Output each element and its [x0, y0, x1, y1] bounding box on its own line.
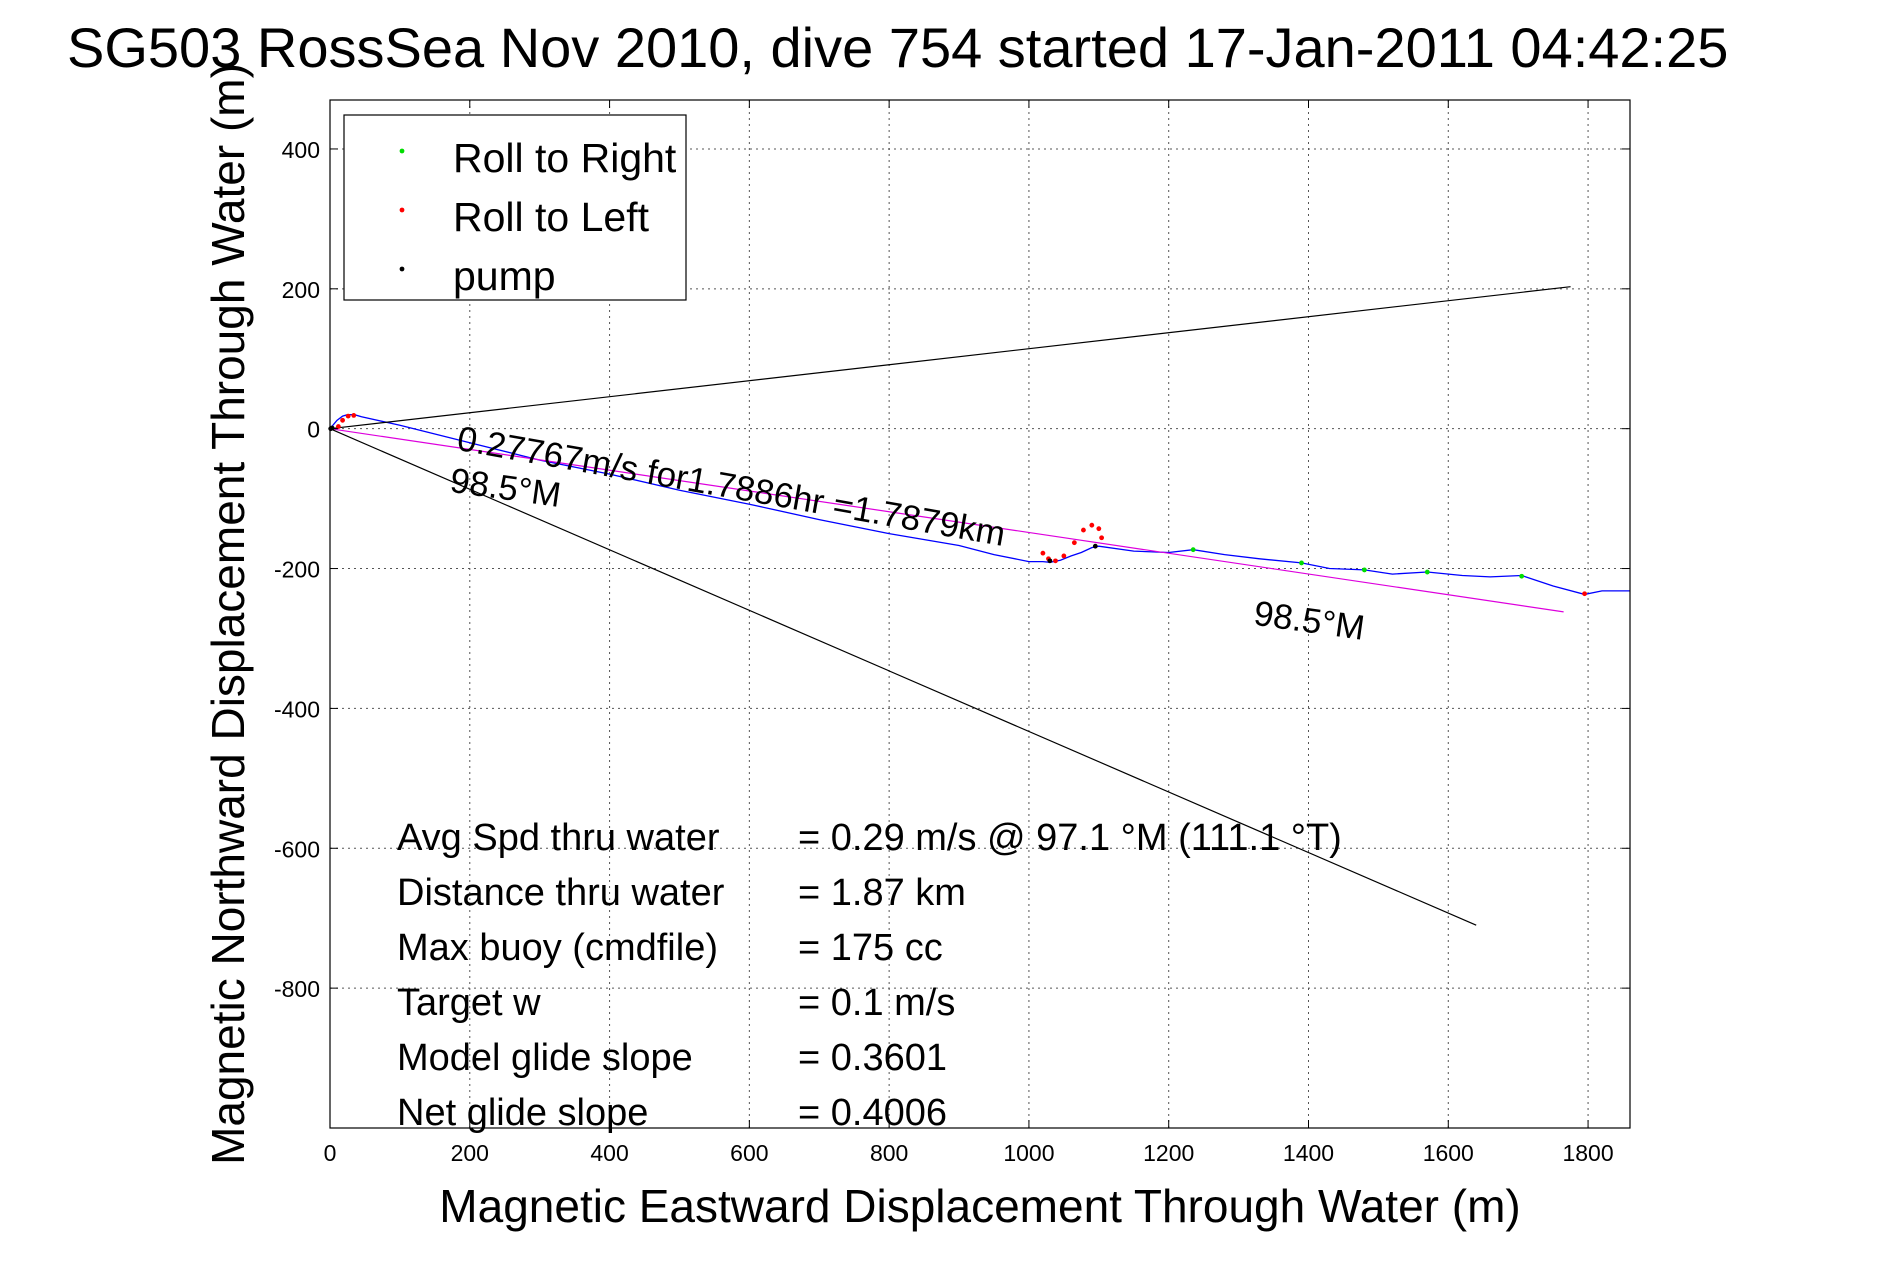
x-tick-label: 0 [324, 1140, 337, 1166]
stats-label: Net glide slope [397, 1092, 648, 1134]
point-roll-to-left [1099, 535, 1105, 541]
point-pump [1092, 543, 1098, 549]
point-roll-to-left [1053, 558, 1058, 564]
heading-line [329, 428, 1564, 613]
stats-table: Avg Spd thru water = 0.29 m/s @ 97.1 °M (… [397, 817, 1342, 1134]
point-roll-to-right [1299, 560, 1304, 566]
point-roll-to-left [335, 424, 341, 429]
legend-label: Roll to Left [453, 194, 650, 240]
y-tick-label: 200 [282, 277, 320, 303]
stats-label: Distance thru water [397, 872, 725, 914]
y-tick-label: 0 [307, 417, 320, 443]
point-roll-to-left [1089, 522, 1095, 528]
series-layer [328, 286, 1630, 926]
stats-value: = 175 cc [798, 927, 943, 969]
point-roll-to-left [351, 412, 357, 418]
y-tick-label: -400 [274, 696, 320, 722]
legend-marker [399, 266, 405, 272]
x-tick-label: 200 [451, 1140, 489, 1166]
y-axis-label: Magnetic Northward Displacement Through … [202, 63, 254, 1165]
x-tick-label: 600 [730, 1140, 768, 1166]
point-roll-to-left [1061, 553, 1067, 559]
point-roll-to-left [1096, 526, 1102, 532]
envelope-line [329, 286, 1571, 430]
y-tick-label: -800 [274, 976, 320, 1002]
point-roll-to-right [1362, 567, 1367, 573]
point-roll-to-right [1519, 573, 1525, 579]
track-line [329, 414, 1630, 596]
x-tick-label: 400 [590, 1140, 628, 1166]
x-tick-label: 1400 [1283, 1140, 1334, 1166]
x-axis-label: Magnetic Eastward Displacement Through W… [439, 1180, 1520, 1232]
stats-label: Target w [397, 982, 541, 1024]
stats-value: = 0.29 m/s @ 97.1 °M (111.1 °T) [798, 817, 1342, 859]
stats-label: Model glide slope [397, 1037, 693, 1079]
legend-marker [399, 148, 405, 154]
point-roll-to-left [1040, 550, 1046, 556]
point-roll-to-left [345, 413, 351, 419]
plot-area-border [329, 99, 1631, 1129]
x-tick-label: 1000 [1003, 1140, 1054, 1166]
x-tick-label: 1800 [1562, 1140, 1613, 1166]
stats-value: = 0.3601 [798, 1037, 947, 1079]
legend: Roll to Right Roll to Left pump [343, 114, 687, 301]
stats-label: Avg Spd thru water [397, 817, 720, 859]
point-roll-to-left [1071, 540, 1077, 546]
legend-marker [399, 207, 405, 213]
stats-value: = 0.4006 [798, 1092, 947, 1134]
x-tick-label: 1600 [1423, 1140, 1474, 1166]
ticks: 0 200 400 600 800 1000 1200 1400 1600 1800 -800 -60… [274, 100, 1630, 1166]
stats-label: Max buoy (cmdfile) [397, 927, 718, 969]
envelope-line [329, 428, 1477, 926]
point-roll-to-left [340, 417, 345, 423]
stats-value: = 0.1 m/s [798, 982, 955, 1024]
y-tick-label: 400 [282, 137, 320, 163]
point-roll-to-right [1190, 547, 1196, 553]
legend-label: Roll to Right [453, 135, 677, 181]
x-tick-label: 1200 [1143, 1140, 1194, 1166]
point-roll-to-left [1582, 591, 1587, 597]
point-pump [329, 425, 335, 431]
y-tick-label: -600 [274, 836, 320, 862]
legend-label: pump [453, 253, 556, 299]
y-tick-label: -200 [274, 557, 320, 583]
point-roll-to-left [1081, 527, 1086, 533]
x-tick-label: 800 [870, 1140, 908, 1166]
stats-value: = 1.87 km [798, 872, 966, 914]
chart-title: SG503 RossSea Nov 2010, dive 754 started… [67, 16, 1728, 79]
point-roll-to-right [1424, 569, 1430, 575]
point-pump [1047, 558, 1053, 564]
